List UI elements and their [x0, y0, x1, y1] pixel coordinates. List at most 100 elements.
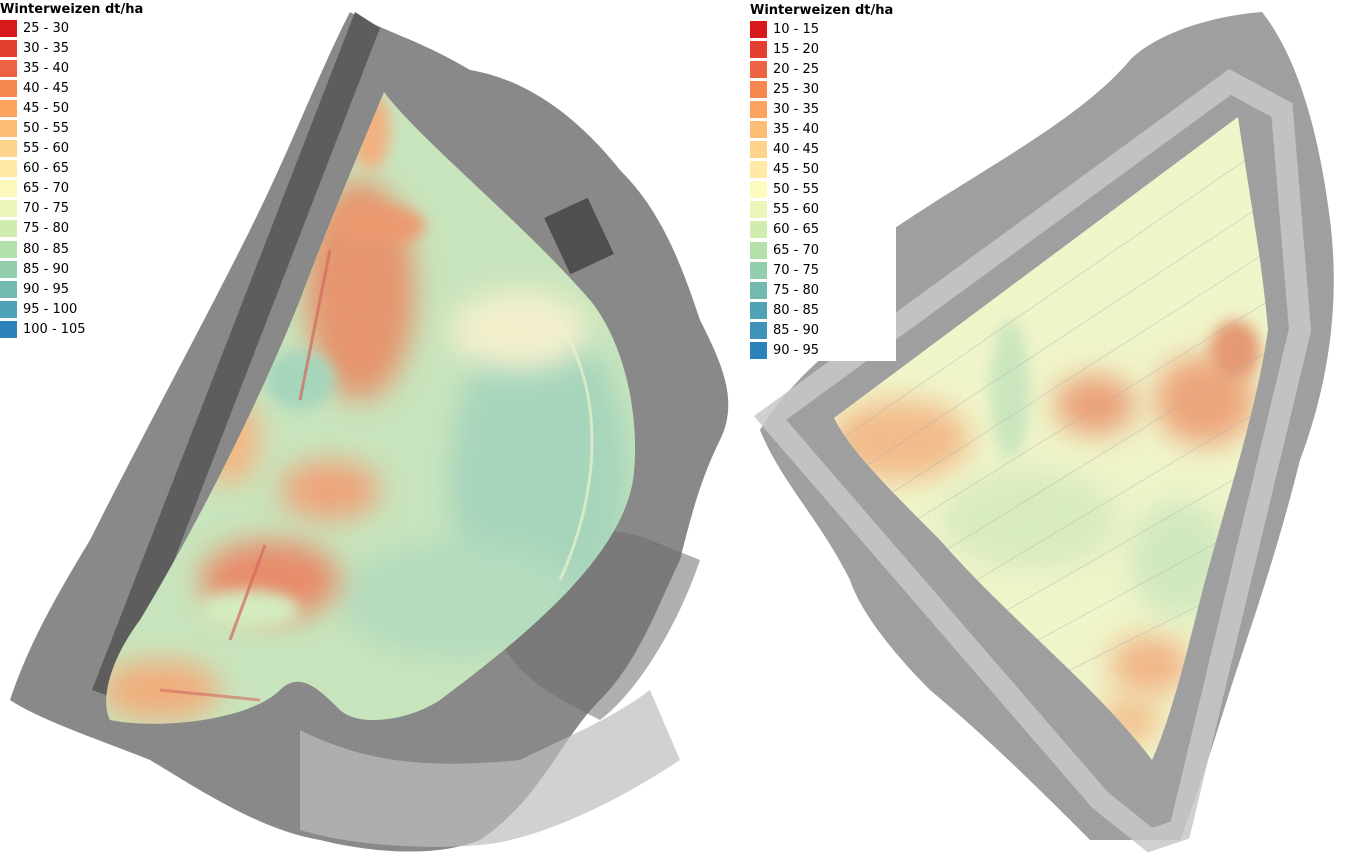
legend-item: 30 - 35 — [0, 38, 100, 58]
legend-label: 40 - 45 — [23, 80, 70, 96]
legend-swatch — [750, 121, 767, 139]
legend-label: 60 - 65 — [773, 222, 820, 238]
legend-item: 65 - 70 — [750, 240, 896, 260]
legend-item: 65 - 70 — [0, 179, 100, 199]
legend-swatch — [0, 160, 17, 178]
legend-swatch — [0, 180, 17, 198]
legend-classes: 10 - 15 15 - 20 20 - 25 25 - 30 30 - 35 35 - … — [750, 19, 896, 361]
legend-swatch — [0, 79, 17, 97]
legend-label: 75 - 80 — [23, 221, 70, 237]
legend-label: 65 - 70 — [23, 181, 70, 197]
legend-swatch — [0, 200, 17, 218]
legend-label: 100 - 105 — [23, 321, 86, 337]
legend-item: 70 - 75 — [0, 199, 100, 219]
legend-item: 90 - 95 — [750, 341, 896, 361]
legend-label: 95 - 100 — [23, 301, 78, 317]
legend-item: 45 - 50 — [0, 98, 100, 118]
legend-label: 55 - 60 — [23, 141, 70, 157]
legend-item: 60 - 65 — [0, 159, 100, 179]
legend-swatch — [0, 19, 17, 37]
legend-swatch — [750, 161, 767, 179]
legend-label: 15 - 20 — [773, 41, 820, 57]
legend-swatch — [0, 240, 17, 258]
legend-label: 45 - 50 — [23, 100, 70, 116]
legend-item: 40 - 45 — [0, 78, 100, 98]
legend-item: 100 - 105 — [0, 319, 100, 339]
legend-swatch — [0, 260, 17, 278]
legend-label: 50 - 55 — [23, 121, 70, 137]
legend-label: 85 - 90 — [773, 322, 820, 338]
legend-label: 30 - 35 — [23, 40, 70, 56]
legend-swatch — [0, 59, 17, 77]
legend-label: 75 - 80 — [773, 282, 820, 298]
legend-left-map: Winterweizen dt/ha 25 - 30 30 - 35 35 - 40… — [0, 0, 144, 340]
legend-label: 35 - 40 — [773, 122, 820, 138]
legend-item: 80 - 85 — [750, 300, 896, 320]
legend-item: 55 - 60 — [0, 139, 100, 159]
legend-swatch — [0, 140, 17, 158]
legend-swatch — [750, 342, 767, 360]
legend-item: 60 - 65 — [750, 220, 896, 240]
legend-swatch — [750, 60, 767, 78]
legend-item: 70 - 75 — [750, 260, 896, 280]
legend-label: 55 - 60 — [773, 202, 820, 218]
legend-item: 25 - 30 — [0, 18, 100, 38]
legend-item: 85 - 90 — [750, 320, 896, 340]
legend-item: 95 - 100 — [0, 299, 100, 319]
legend-swatch — [750, 321, 767, 339]
legend-swatch — [750, 20, 767, 38]
legend-item: 30 - 35 — [750, 99, 896, 119]
legend-item: 75 - 80 — [0, 219, 100, 239]
legend-label: 40 - 45 — [773, 142, 820, 158]
legend-swatch — [750, 80, 767, 98]
legend-item: 20 - 25 — [750, 59, 896, 79]
legend-swatch — [750, 100, 767, 118]
legend-label: 20 - 25 — [773, 61, 820, 77]
legend-item: 15 - 20 — [750, 39, 896, 59]
legend-swatch — [0, 320, 17, 338]
legend-item: 35 - 40 — [0, 58, 100, 78]
legend-swatch — [750, 141, 767, 159]
legend-swatch — [750, 40, 767, 58]
legend-item: 45 - 50 — [750, 160, 896, 180]
legend-swatch — [0, 120, 17, 138]
legend-swatch — [0, 280, 17, 298]
legend-label: 50 - 55 — [773, 182, 820, 198]
legend-label: 85 - 90 — [23, 261, 70, 277]
legend-title: Winterweizen dt/ha — [750, 3, 894, 18]
legend-item: 75 - 80 — [750, 280, 896, 300]
legend-title: Winterweizen dt/ha — [0, 2, 144, 17]
legend-swatch — [750, 241, 767, 259]
legend-label: 90 - 95 — [23, 281, 70, 297]
legend-label: 10 - 15 — [773, 21, 820, 37]
legend-item: 55 - 60 — [750, 200, 896, 220]
legend-item: 50 - 55 — [0, 118, 100, 138]
legend-item: 10 - 15 — [750, 19, 896, 39]
legend-swatch — [750, 181, 767, 199]
legend-swatch — [750, 261, 767, 279]
legend-label: 90 - 95 — [773, 343, 820, 359]
legend-swatch — [0, 300, 17, 318]
legend-item: 85 - 90 — [0, 259, 100, 279]
legend-swatch — [750, 221, 767, 239]
legend-swatch — [750, 201, 767, 219]
legend-label: 60 - 65 — [23, 161, 70, 177]
legend-right-map: Winterweizen dt/ha 10 - 15 15 - 20 20 - 25… — [750, 0, 896, 361]
legend-swatch — [0, 99, 17, 117]
legend-swatch — [750, 301, 767, 319]
legend-label: 25 - 30 — [23, 20, 70, 36]
legend-swatch — [750, 281, 767, 299]
legend-label: 35 - 40 — [23, 60, 70, 76]
legend-item: 35 - 40 — [750, 119, 896, 139]
legend-swatch — [0, 220, 17, 238]
legend-label: 80 - 85 — [773, 302, 820, 318]
legend-item: 40 - 45 — [750, 140, 896, 160]
legend-label: 30 - 35 — [773, 101, 820, 117]
legend-item: 25 - 30 — [750, 79, 896, 99]
legend-item: 90 - 95 — [0, 279, 100, 299]
legend-item: 50 - 55 — [750, 180, 896, 200]
legend-label: 80 - 85 — [23, 241, 70, 257]
legend-classes: 25 - 30 30 - 35 35 - 40 40 - 45 45 - 50 50 - … — [0, 18, 100, 340]
legend-swatch — [0, 39, 17, 57]
